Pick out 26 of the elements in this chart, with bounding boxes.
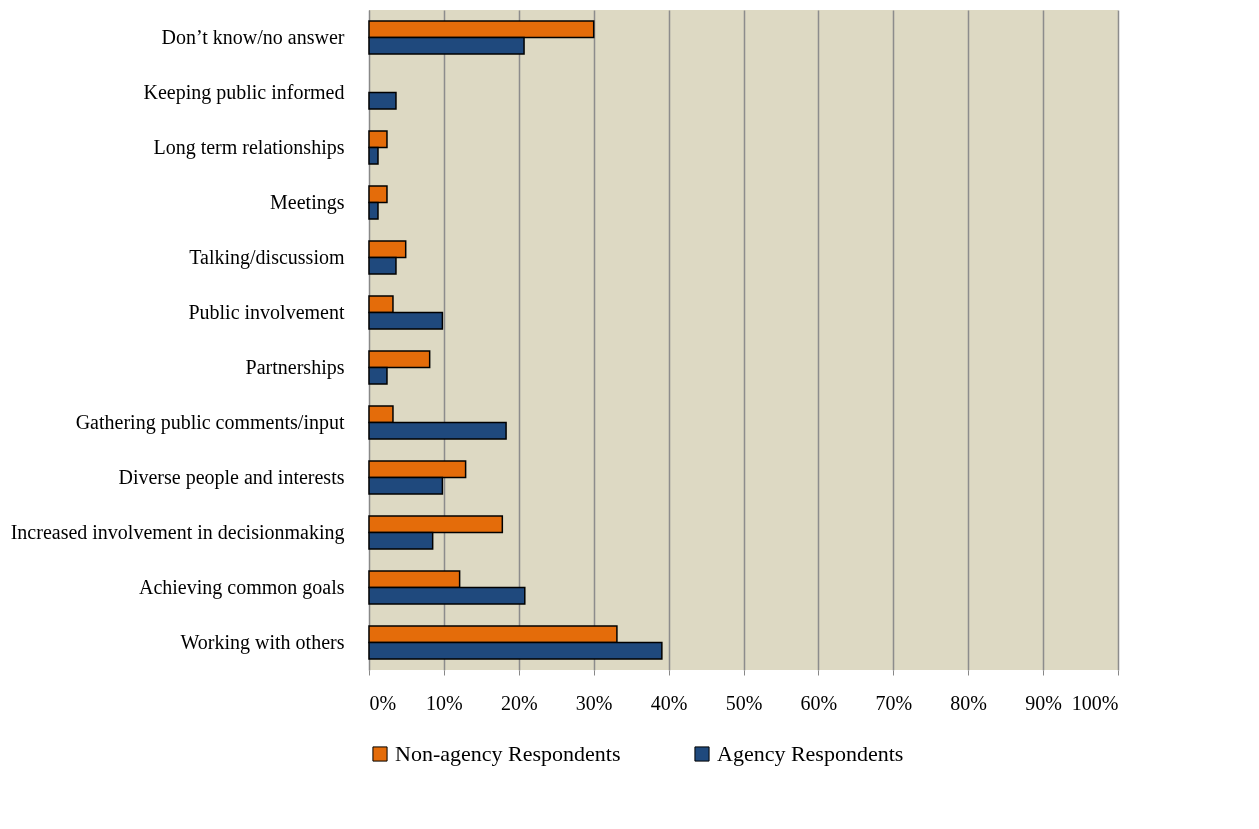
y-tick-label: Increased involvement in decisionmaking xyxy=(10,520,345,544)
x-tick-label: 60% xyxy=(800,691,838,714)
x-tick-label: 0% xyxy=(369,691,397,714)
x-tick-label: 40% xyxy=(650,691,688,714)
legend-label: Agency Respondents xyxy=(717,741,904,766)
legend-label: Non-agency Respondents xyxy=(395,741,621,766)
y-tick-label: Public involvement xyxy=(188,300,345,323)
x-tick-label: 90% xyxy=(1025,691,1062,714)
x-tick-label: 30% xyxy=(575,691,613,714)
x-tick-label: 10% xyxy=(426,691,463,714)
x-tick-label: 80% xyxy=(950,691,988,714)
x-tick-label: 50% xyxy=(725,691,763,714)
y-tick-label: Meetings xyxy=(270,190,345,214)
x-tick-label: 70% xyxy=(875,691,913,714)
y-tick-label: Partnerships xyxy=(245,355,345,379)
y-tick-label: Talking/discussiom xyxy=(189,245,345,269)
y-tick-label: Achieving common goals xyxy=(138,575,345,599)
y-tick-label: Keeping public informed xyxy=(143,80,345,104)
y-tick-label: Working with others xyxy=(180,630,345,654)
x-tick-label: 20% xyxy=(500,691,538,714)
bar xyxy=(368,91,397,110)
y-tick-label: Diverse people and interests xyxy=(118,465,345,489)
y-tick-label: Gathering public comments/input xyxy=(75,410,345,434)
x-tick-label: 100% xyxy=(1071,691,1119,714)
y-tick-label: Don’t know/no answer xyxy=(161,25,345,48)
y-tick-label: Long term relationships xyxy=(153,135,345,159)
